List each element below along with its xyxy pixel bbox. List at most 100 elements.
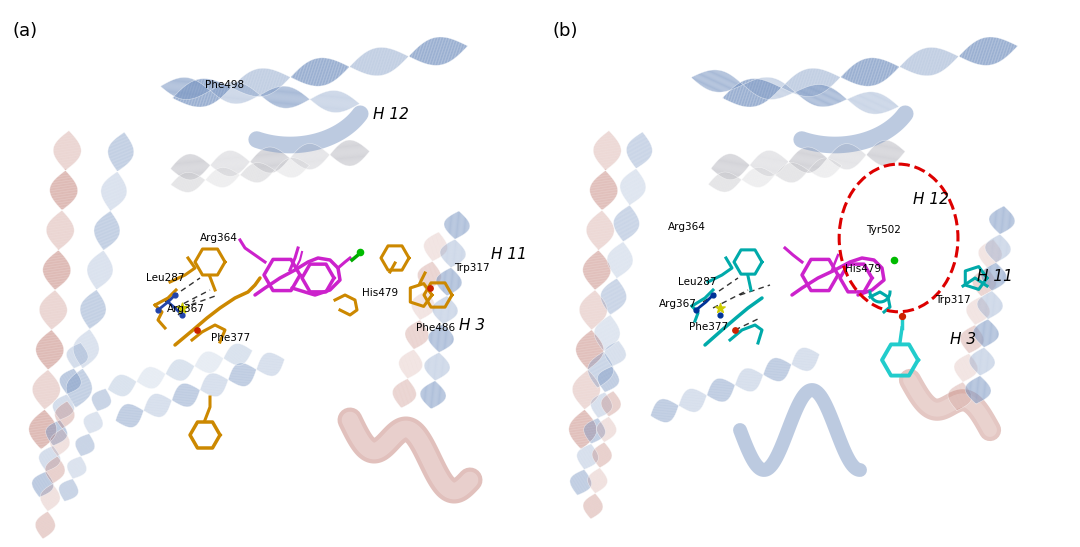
Polygon shape bbox=[580, 470, 586, 473]
Polygon shape bbox=[759, 167, 762, 187]
Polygon shape bbox=[46, 234, 73, 237]
Polygon shape bbox=[319, 94, 320, 107]
Polygon shape bbox=[242, 84, 244, 103]
Polygon shape bbox=[444, 221, 470, 226]
Polygon shape bbox=[40, 498, 59, 502]
Polygon shape bbox=[243, 84, 245, 103]
Polygon shape bbox=[58, 138, 78, 141]
Polygon shape bbox=[112, 379, 118, 395]
Polygon shape bbox=[596, 340, 616, 345]
Polygon shape bbox=[77, 440, 95, 447]
Polygon shape bbox=[956, 361, 977, 366]
Polygon shape bbox=[794, 75, 798, 95]
Polygon shape bbox=[981, 247, 1001, 252]
Polygon shape bbox=[164, 83, 165, 90]
Polygon shape bbox=[602, 401, 621, 405]
Polygon shape bbox=[851, 97, 852, 103]
Polygon shape bbox=[179, 385, 188, 407]
Polygon shape bbox=[995, 210, 1011, 213]
Polygon shape bbox=[981, 297, 1001, 301]
Polygon shape bbox=[297, 69, 301, 82]
Polygon shape bbox=[405, 336, 427, 341]
Polygon shape bbox=[798, 90, 800, 96]
Polygon shape bbox=[783, 156, 784, 168]
Polygon shape bbox=[36, 492, 45, 495]
Polygon shape bbox=[291, 75, 293, 78]
Polygon shape bbox=[804, 87, 806, 100]
Polygon shape bbox=[797, 351, 806, 371]
Text: His479: His479 bbox=[845, 264, 880, 274]
Polygon shape bbox=[691, 77, 692, 78]
Polygon shape bbox=[206, 352, 213, 373]
Polygon shape bbox=[51, 218, 71, 221]
Polygon shape bbox=[325, 91, 327, 110]
Polygon shape bbox=[158, 369, 162, 382]
Polygon shape bbox=[251, 366, 255, 376]
Polygon shape bbox=[602, 403, 621, 407]
Polygon shape bbox=[442, 323, 444, 324]
Polygon shape bbox=[588, 480, 607, 484]
Polygon shape bbox=[627, 173, 643, 177]
Polygon shape bbox=[405, 330, 429, 336]
Polygon shape bbox=[989, 240, 1009, 243]
Polygon shape bbox=[43, 408, 46, 409]
Polygon shape bbox=[37, 494, 43, 496]
Polygon shape bbox=[70, 479, 75, 481]
Polygon shape bbox=[93, 257, 110, 261]
Polygon shape bbox=[247, 72, 253, 96]
Polygon shape bbox=[585, 278, 606, 282]
Polygon shape bbox=[840, 145, 842, 169]
Polygon shape bbox=[599, 444, 608, 446]
Polygon shape bbox=[267, 353, 275, 375]
Polygon shape bbox=[977, 298, 984, 299]
Polygon shape bbox=[189, 82, 195, 107]
Polygon shape bbox=[50, 284, 62, 287]
Polygon shape bbox=[217, 374, 224, 392]
Polygon shape bbox=[137, 380, 138, 383]
Polygon shape bbox=[171, 364, 175, 380]
Polygon shape bbox=[319, 58, 325, 86]
Polygon shape bbox=[752, 169, 755, 187]
Polygon shape bbox=[977, 301, 1003, 305]
Polygon shape bbox=[222, 83, 226, 101]
Polygon shape bbox=[829, 72, 833, 86]
Polygon shape bbox=[67, 353, 87, 359]
Polygon shape bbox=[598, 322, 619, 327]
Polygon shape bbox=[352, 98, 354, 108]
Polygon shape bbox=[141, 371, 147, 388]
Polygon shape bbox=[280, 150, 282, 168]
Polygon shape bbox=[321, 92, 323, 108]
Polygon shape bbox=[961, 334, 984, 340]
Polygon shape bbox=[87, 269, 112, 274]
Polygon shape bbox=[45, 488, 57, 491]
Polygon shape bbox=[590, 376, 609, 381]
Polygon shape bbox=[607, 347, 625, 353]
Polygon shape bbox=[82, 436, 93, 440]
Polygon shape bbox=[595, 178, 615, 181]
Polygon shape bbox=[422, 292, 429, 294]
Polygon shape bbox=[87, 264, 113, 270]
Polygon shape bbox=[205, 161, 206, 171]
Polygon shape bbox=[995, 229, 1007, 231]
Polygon shape bbox=[583, 469, 585, 470]
Polygon shape bbox=[92, 396, 111, 403]
Polygon shape bbox=[595, 414, 604, 416]
Polygon shape bbox=[36, 528, 53, 532]
Polygon shape bbox=[743, 84, 744, 86]
Polygon shape bbox=[811, 167, 812, 173]
Polygon shape bbox=[883, 60, 889, 79]
Polygon shape bbox=[600, 299, 625, 304]
Polygon shape bbox=[245, 74, 249, 95]
Polygon shape bbox=[335, 91, 338, 113]
Polygon shape bbox=[740, 373, 746, 391]
Polygon shape bbox=[334, 149, 335, 159]
Polygon shape bbox=[186, 155, 189, 180]
Polygon shape bbox=[591, 286, 599, 288]
Polygon shape bbox=[588, 478, 607, 481]
Polygon shape bbox=[32, 481, 53, 488]
Polygon shape bbox=[575, 473, 590, 478]
Polygon shape bbox=[415, 313, 428, 316]
Polygon shape bbox=[190, 363, 192, 371]
Polygon shape bbox=[721, 72, 725, 92]
Polygon shape bbox=[95, 237, 116, 242]
